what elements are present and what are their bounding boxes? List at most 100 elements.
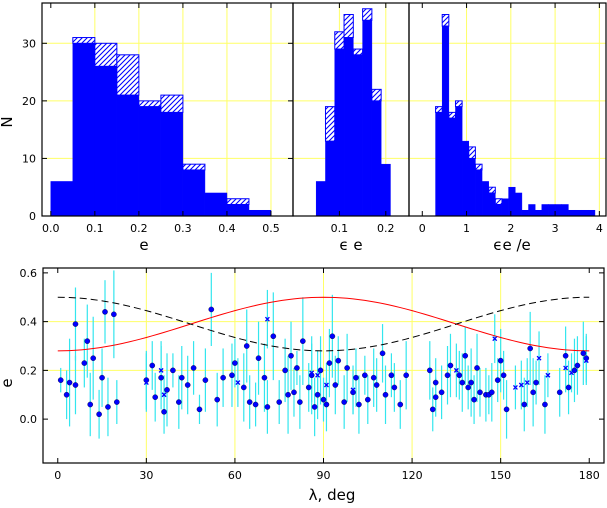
- data-point: [90, 355, 96, 361]
- hatched-bar: [160, 94, 184, 113]
- data-point: [161, 409, 167, 415]
- cross-point: [315, 372, 321, 378]
- data-point: [329, 333, 336, 340]
- x-axis-label: e: [139, 236, 148, 254]
- histogram-bar: [248, 209, 272, 217]
- cross-point: [492, 336, 498, 342]
- histogram-bar: [182, 169, 206, 217]
- data-point: [326, 360, 333, 366]
- histogram-bar: [588, 209, 596, 217]
- histogram-bar: [568, 209, 576, 217]
- plot-area: [57, 270, 590, 439]
- x-axis-label: ϵ e: [339, 236, 362, 254]
- histogram-bar: [534, 209, 543, 217]
- x-tick-label: 1: [463, 222, 470, 235]
- data-point: [353, 374, 359, 381]
- hatched-bar: [371, 88, 382, 102]
- data-point: [497, 357, 504, 364]
- histogram-bar: [541, 204, 549, 217]
- data-point: [63, 391, 70, 398]
- cross-point: [518, 382, 524, 388]
- x-tick-label: 120: [402, 469, 423, 482]
- data-point: [240, 384, 247, 391]
- data-point: [288, 352, 294, 359]
- hatched-bar: [474, 163, 483, 171]
- data-point: [447, 362, 454, 369]
- data-point: [459, 379, 466, 386]
- hatched-bar: [494, 198, 503, 205]
- histogram-bar: [488, 192, 496, 217]
- histogram-bar: [441, 25, 450, 217]
- data-point: [429, 406, 436, 413]
- hatched-bar: [324, 106, 336, 142]
- data-point: [246, 399, 253, 405]
- histogram-bar: [353, 54, 363, 217]
- data-point: [456, 372, 463, 379]
- cross-point: [161, 392, 167, 398]
- relative-error-histogram: 0 1 2 3 4 ϵe /e: [408, 2, 607, 254]
- x-tick-label: 90: [317, 469, 331, 482]
- data-point: [335, 357, 342, 364]
- data-point: [580, 350, 587, 357]
- hatched-bar: [448, 111, 456, 119]
- cross-point: [309, 370, 315, 376]
- x-tick-label: 30: [139, 469, 153, 482]
- data-point: [488, 389, 495, 396]
- histogram-bar: [521, 209, 529, 217]
- histogram-bar: [495, 204, 503, 217]
- data-point: [364, 396, 371, 403]
- data-point: [184, 382, 191, 388]
- cross-point: [323, 382, 329, 388]
- histogram-bar: [561, 204, 569, 217]
- data-point: [202, 377, 209, 383]
- data-point: [243, 343, 250, 349]
- histogram-bar: [371, 100, 382, 217]
- data-point: [152, 394, 158, 400]
- histogram-bar: [528, 204, 536, 217]
- data-point: [444, 372, 451, 379]
- cross-point: [569, 370, 574, 376]
- histogram-bar: [72, 43, 96, 217]
- cross-point: [545, 372, 551, 378]
- data-point: [403, 372, 409, 379]
- x-tick-label: 150: [490, 469, 511, 482]
- histogram-bar: [226, 204, 250, 217]
- y-tick-label: 10: [22, 152, 36, 165]
- histogram-bar: [204, 192, 228, 217]
- data-point: [229, 372, 235, 379]
- data-point: [164, 387, 170, 393]
- data-point: [297, 399, 303, 405]
- data-point: [562, 352, 569, 359]
- data-point: [503, 406, 510, 413]
- hatched-bar: [435, 106, 443, 113]
- y-tick-label: 20: [22, 95, 36, 108]
- data-point: [57, 377, 64, 383]
- data-point: [208, 306, 215, 313]
- data-point: [300, 338, 306, 344]
- data-point: [305, 384, 312, 391]
- histogram-bar: [461, 140, 470, 217]
- cross-point: [158, 367, 164, 373]
- data-point: [432, 379, 439, 386]
- histogram-bar: [362, 20, 373, 217]
- data-point: [477, 389, 483, 396]
- data-point: [285, 391, 291, 398]
- x-tick-label: 60: [228, 469, 242, 482]
- y-axis-label: e: [0, 378, 16, 387]
- hatched-bar: [72, 37, 96, 44]
- x-tick-label: 0.0: [42, 222, 60, 235]
- histogram-bar: [94, 66, 118, 217]
- data-point: [574, 362, 581, 369]
- data-point: [214, 396, 221, 403]
- histogram-bar: [116, 94, 140, 217]
- data-point: [391, 384, 398, 391]
- plot-frame: [408, 2, 607, 217]
- hatched-bar: [454, 100, 463, 108]
- data-point: [114, 399, 120, 405]
- hatched-bar: [94, 42, 118, 67]
- hatched-bar: [343, 14, 354, 39]
- data-point: [232, 360, 238, 366]
- data-point: [565, 384, 572, 391]
- data-point: [494, 377, 501, 383]
- data-point: [96, 411, 102, 418]
